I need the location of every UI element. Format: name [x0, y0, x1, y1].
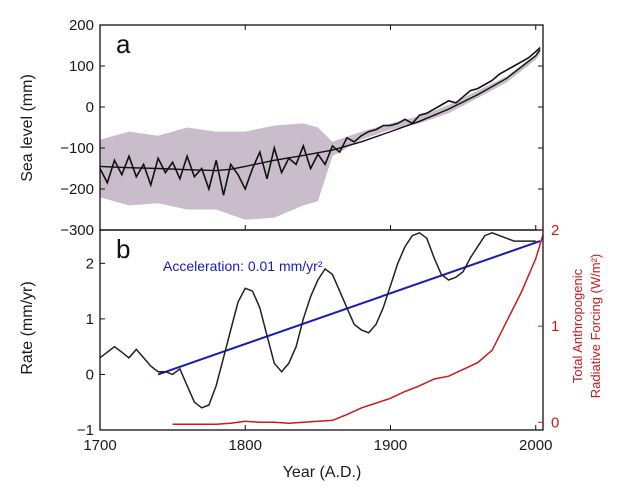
panel-b-y2label-line2: Radiative Forcing (W/m²) [588, 254, 603, 398]
acceleration-label: Acceleration: 0.01 mm/yr² [163, 258, 323, 274]
x-axis-ticks: 1700 1800 1900 2000 [83, 25, 552, 454]
panel-b: b Acceleration: 0.01 mm/yr² Rate (mm/yr)… [19, 222, 603, 439]
y2tick-label: 2 [551, 222, 559, 239]
panel-b-letter: b [116, 234, 130, 264]
ytick-label: 0 [86, 99, 94, 116]
ytick-label: −300 [60, 222, 94, 239]
y2tick-label: 1 [551, 318, 559, 335]
panel-a-ylabel: Sea level (mm) [19, 74, 36, 182]
xtick-label: 2000 [519, 437, 552, 454]
rate-line [99, 231, 536, 409]
panel-b-yticks: 2 1 0 −1 [77, 255, 105, 439]
ytick-label: 100 [69, 58, 94, 75]
panel-a: a Sea level (mm) 200 100 0 −100 −200 −300 [19, 17, 544, 239]
xtick-label: 1800 [229, 437, 262, 454]
panel-b-ylabel: Rate (mm/yr) [19, 281, 36, 374]
acceleration-fit-line [157, 240, 541, 376]
xtick-label: 1700 [83, 437, 116, 454]
ytick-label: 2 [86, 255, 94, 272]
ytick-label: 1 [86, 311, 94, 328]
y2tick-label: 0 [551, 414, 559, 431]
xtick-label: 1900 [374, 437, 407, 454]
panel-a-yticks: 200 100 0 −100 −200 −300 [60, 17, 543, 239]
panel-b-y2ticks: 2 1 0 [538, 222, 559, 431]
annual-sea-level-line [99, 47, 541, 196]
panel-b-y2label-line1: Total Anthropogenic [570, 268, 585, 383]
panel-a-letter: a [116, 29, 131, 59]
panel-b-frame [99, 229, 544, 431]
uncertainty-band [100, 45, 541, 220]
x-axis-label: Year (A.D.) [283, 464, 362, 481]
ytick-label: 0 [86, 366, 94, 383]
ytick-label: −100 [60, 140, 94, 157]
radiative-forcing-line [172, 234, 544, 425]
ytick-label: 200 [69, 17, 94, 34]
ytick-label: −1 [77, 422, 94, 439]
ytick-label: −200 [60, 181, 94, 198]
